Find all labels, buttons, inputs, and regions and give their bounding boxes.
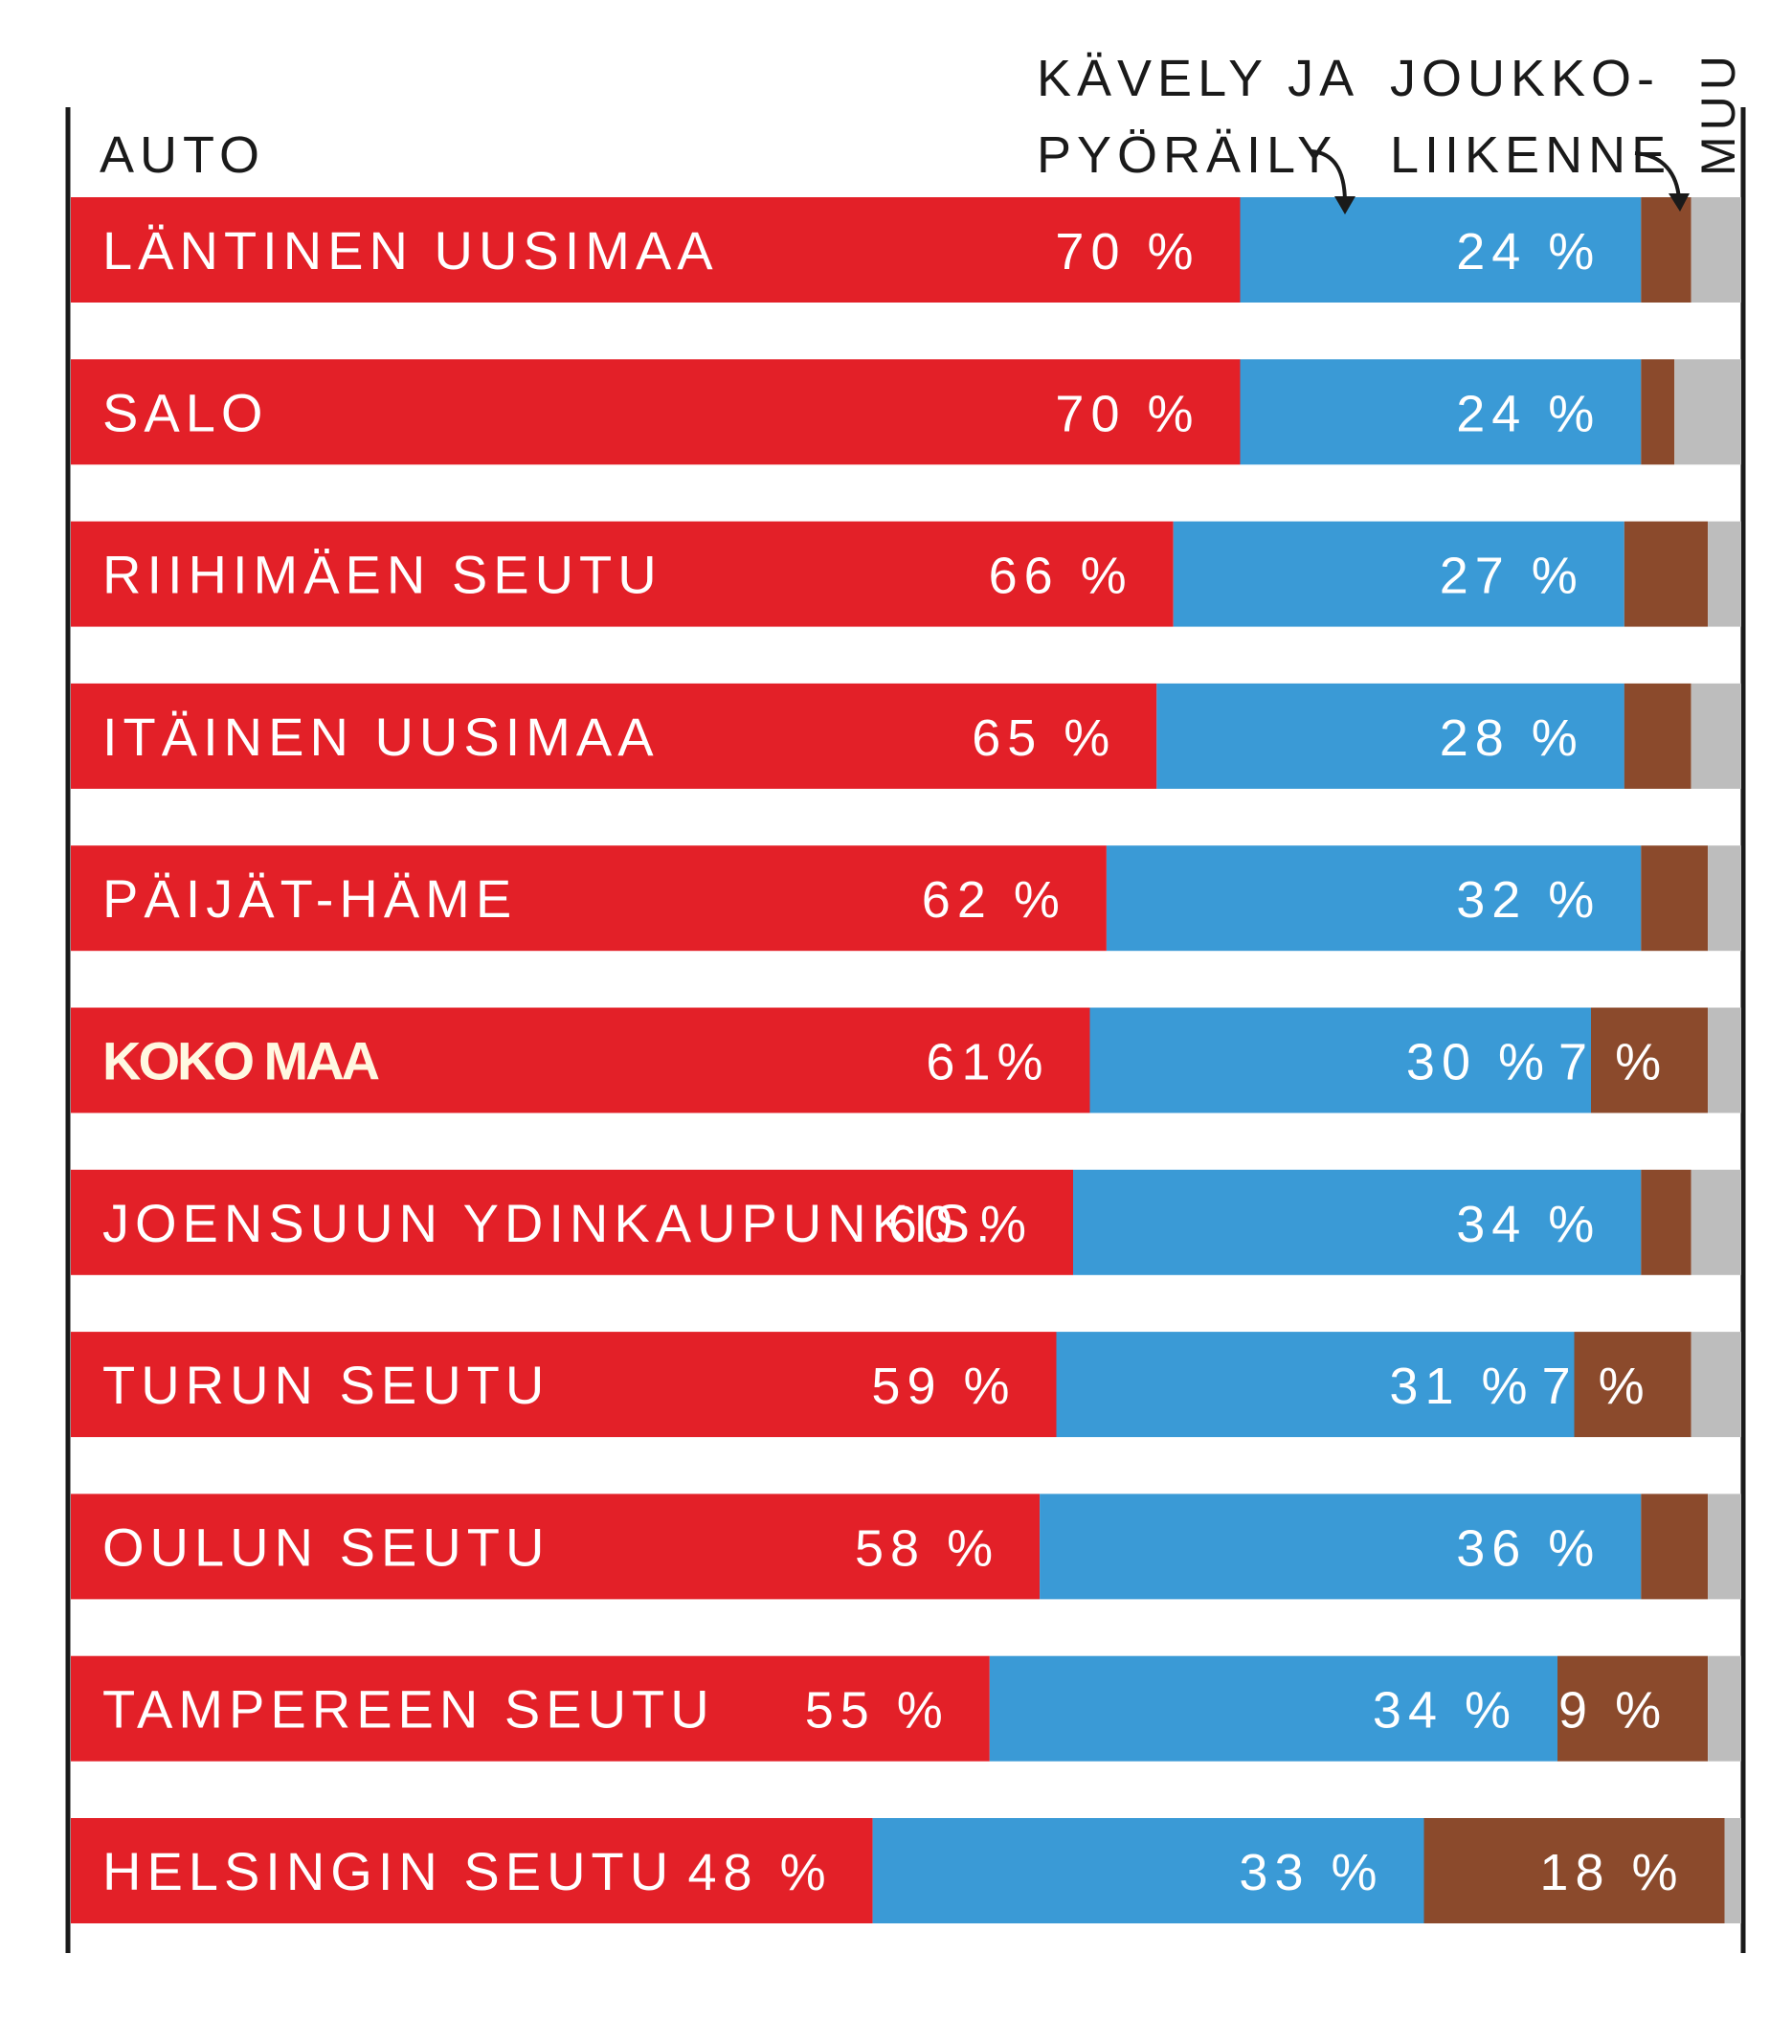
bar-kavely-ja-pyoraily-itainen-uusimaa: [1156, 683, 1624, 789]
walk-cycle-pointer-arrow: [1310, 149, 1347, 204]
bar-auto-salo: [71, 359, 1241, 465]
category-label-paijat-hame: PÄIJÄT-HÄME: [102, 868, 517, 929]
value-label-kavely-ja-pyoraily-salo: 24 %: [1456, 385, 1601, 442]
bar-kavely-ja-pyoraily-lantinen-uusimaa: [1240, 197, 1642, 303]
bar-auto-itainen-uusimaa: [71, 683, 1157, 789]
value-label-joukkoliikenne-helsingin-seutu: 18 %: [1539, 1844, 1684, 1901]
bar-auto-joensuun-ydinkaupunkis: [71, 1169, 1073, 1275]
category-label-helsingin-seutu: HELSINGIN SEUTU: [102, 1841, 674, 1901]
bar-joukkoliikenne-koko-maa: [1591, 1007, 1709, 1113]
bar-auto-tampereen-seutu: [71, 1655, 990, 1762]
legend-transit-label-line2: LIIKENNE: [1390, 126, 1672, 184]
value-label-kavely-ja-pyoraily-riihimaen-seutu: 27 %: [1440, 548, 1584, 605]
transit-pointer-arrowhead: [1669, 193, 1690, 212]
value-label-auto-salo: 70 %: [1055, 385, 1199, 442]
bar-muu-itainen-uusimaa: [1691, 683, 1741, 789]
bar-muu-turun-seutu: [1691, 1332, 1741, 1438]
legend-transit-label-line1: JOUKKO-: [1390, 50, 1661, 107]
bar-kavely-ja-pyoraily-paijat-hame: [1106, 845, 1642, 952]
bar-kavely-ja-pyoraily-turun-seutu: [1056, 1332, 1575, 1438]
value-label-kavely-ja-pyoraily-koko-maa: 30 %: [1406, 1034, 1551, 1091]
value-label-kavely-ja-pyoraily-itainen-uusimaa: 28 %: [1440, 709, 1584, 767]
bar-auto-paijat-hame: [71, 845, 1107, 952]
legend-other-label: MUU: [1691, 50, 1745, 176]
category-label-koko-maa: KOKO MAA: [102, 1031, 379, 1091]
bar-muu-salo: [1674, 359, 1741, 465]
bar-joukkoliikenne-lantinen-uusimaa: [1641, 197, 1691, 303]
bar-joukkoliikenne-oulun-seutu: [1641, 1494, 1709, 1600]
category-label-itainen-uusimaa: ITÄINEN UUSIMAA: [102, 707, 660, 767]
value-label-kavely-ja-pyoraily-lantinen-uusimaa: 24 %: [1456, 223, 1601, 281]
value-label-auto-tampereen-seutu: 55 %: [805, 1682, 950, 1740]
bar-kavely-ja-pyoraily-tampereen-seutu: [989, 1655, 1558, 1762]
bar-joukkoliikenne-salo: [1641, 359, 1675, 465]
walk-cycle-pointer-arrowhead: [1334, 196, 1355, 214]
bar-muu-lantinen-uusimaa: [1691, 197, 1741, 303]
category-label-lantinen-uusimaa: LÄNTINEN UUSIMAA: [102, 220, 719, 281]
value-label-joukkoliikenne-turun-seutu: 7 %: [1542, 1358, 1651, 1415]
bars-group: [71, 197, 1741, 1923]
legend-auto-label: AUTO: [100, 126, 266, 184]
category-label-tampereen-seutu: TAMPEREEN SEUTU: [102, 1679, 715, 1740]
bar-joukkoliikenne-paijat-hame: [1641, 845, 1709, 952]
value-label-auto-turun-seutu: 59 %: [871, 1358, 1016, 1415]
value-label-kavely-ja-pyoraily-oulun-seutu: 36 %: [1456, 1519, 1601, 1577]
value-label-auto-riihimaen-seutu: 66 %: [989, 548, 1133, 605]
bar-joukkoliikenne-turun-seutu: [1574, 1332, 1691, 1438]
bar-kavely-ja-pyoraily-helsingin-seutu: [872, 1818, 1424, 1923]
bar-auto-koko-maa: [71, 1007, 1090, 1113]
bar-muu-joensuun-ydinkaupunkis: [1691, 1169, 1741, 1275]
value-label-kavely-ja-pyoraily-turun-seutu: 31 %: [1389, 1358, 1534, 1415]
bar-joukkoliikenne-joensuun-ydinkaupunkis: [1641, 1169, 1691, 1275]
legend-walk-cycle-label-line1: KÄVELY JA: [1037, 50, 1360, 107]
bar-muu-helsingin-seutu: [1724, 1818, 1741, 1923]
bar-auto-turun-seutu: [71, 1332, 1057, 1438]
bar-muu-oulun-seutu: [1708, 1494, 1741, 1600]
value-label-auto-lantinen-uusimaa: 70 %: [1055, 223, 1199, 281]
bar-joukkoliikenne-tampereen-seutu: [1557, 1655, 1708, 1762]
value-label-kavely-ja-pyoraily-helsingin-seutu: 33 %: [1239, 1844, 1383, 1901]
bar-kavely-ja-pyoraily-salo: [1240, 359, 1642, 465]
bar-muu-paijat-hame: [1708, 845, 1741, 952]
category-label-oulun-seutu: OULUN SEUTU: [102, 1516, 549, 1577]
category-label-salo: SALO: [102, 382, 268, 442]
value-label-auto-oulun-seutu: 58 %: [855, 1519, 999, 1577]
value-label-auto-koko-maa: 61%: [926, 1034, 1049, 1091]
bar-muu-tampereen-seutu: [1708, 1655, 1741, 1762]
bar-kavely-ja-pyoraily-riihimaen-seutu: [1173, 521, 1624, 627]
bar-joukkoliikenne-helsingin-seutu: [1423, 1818, 1725, 1923]
bar-muu-riihimaen-seutu: [1708, 521, 1741, 627]
bar-auto-riihimaen-seutu: [71, 521, 1174, 627]
value-label-auto-joensuun-ydinkaupunkis: 60 %: [888, 1196, 1033, 1253]
legend-walk-cycle-label-line2: PYÖRÄILY: [1037, 126, 1338, 184]
transit-pointer-arrow: [1634, 151, 1681, 200]
bar-kavely-ja-pyoraily-oulun-seutu: [1040, 1494, 1642, 1600]
value-label-kavely-ja-pyoraily-tampereen-seutu: 34 %: [1373, 1682, 1517, 1740]
bar-joukkoliikenne-itainen-uusimaa: [1624, 683, 1691, 789]
category-label-turun-seutu: TURUN SEUTU: [102, 1355, 549, 1415]
value-label-joukkoliikenne-koko-maa: 7 %: [1558, 1034, 1668, 1091]
value-label-auto-helsingin-seutu: 48 %: [688, 1844, 833, 1901]
value-label-kavely-ja-pyoraily-joensuun-ydinkaupunkis: 34 %: [1456, 1196, 1601, 1253]
bar-muu-koko-maa: [1708, 1007, 1741, 1113]
value-label-joukkoliikenne-tampereen-seutu: 9 %: [1558, 1682, 1668, 1740]
category-label-riihimaen-seutu: RIIHIMÄEN SEUTU: [102, 545, 662, 605]
value-label-auto-paijat-hame: 62 %: [922, 871, 1066, 929]
bar-joukkoliikenne-riihimaen-seutu: [1624, 521, 1709, 627]
category-label-joensuun-ydinkaupunkis: JOENSUUN YDINKAUPUNKIS.: [102, 1193, 997, 1253]
bar-auto-oulun-seutu: [71, 1494, 1041, 1600]
bar-kavely-ja-pyoraily-koko-maa: [1089, 1007, 1591, 1113]
bar-auto-helsingin-seutu: [71, 1818, 873, 1923]
value-label-auto-itainen-uusimaa: 65 %: [972, 709, 1116, 767]
bar-kavely-ja-pyoraily-joensuun-ydinkaupunkis: [1073, 1169, 1642, 1275]
value-label-kavely-ja-pyoraily-paijat-hame: 32 %: [1456, 871, 1601, 929]
labels-group: 70 % 24 % LÄNTINEN UUSIMAA 70 % 24 % SALO 66 %…: [102, 220, 1684, 1901]
bar-auto-lantinen-uusimaa: [71, 197, 1241, 303]
